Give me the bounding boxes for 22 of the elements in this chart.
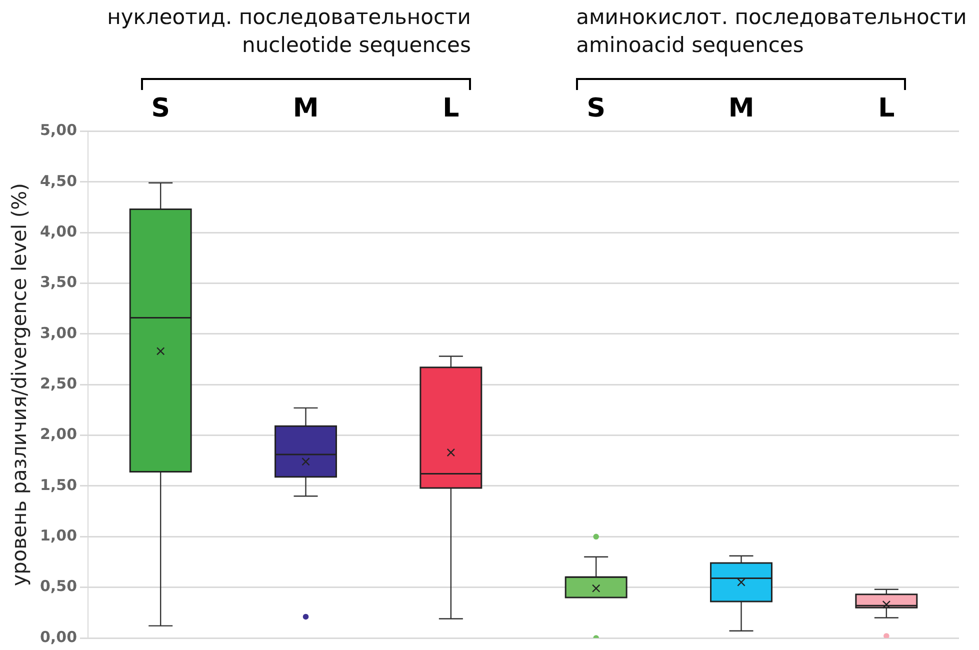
x-tick-label: L [442,93,460,124]
x-tick-label: S [586,93,606,124]
text: нуклеотид. последовательности [107,5,471,29]
text: nucleotide sequences [242,33,471,57]
y-tick-label: 1,00 [40,526,78,545]
y-tick-label: 3,00 [40,324,78,342]
x-tick-label: L [878,93,895,124]
y-tick-label: 0,50 [40,577,78,596]
text: аминокислот. последовательности [576,5,967,29]
y-tick-label: 5,00 [40,121,78,140]
y-tick-label: 2,00 [40,425,78,444]
text: aminoacid sequences [576,33,804,57]
y-tick-label: 0,00 [40,628,78,646]
y-tick-label: 4,00 [40,222,78,240]
y-tick-label: 3,50 [40,273,78,292]
y-axis-title: уровень различия/divergence level (%) [7,183,32,586]
x-tick-label: M [728,93,754,124]
y-tick-label: 2,50 [40,374,78,392]
x-tick-label: S [151,93,170,124]
y-tick-label: 1,50 [40,476,78,494]
y-tick-label: 4,50 [40,172,78,190]
x-tick-label: M [292,93,319,124]
